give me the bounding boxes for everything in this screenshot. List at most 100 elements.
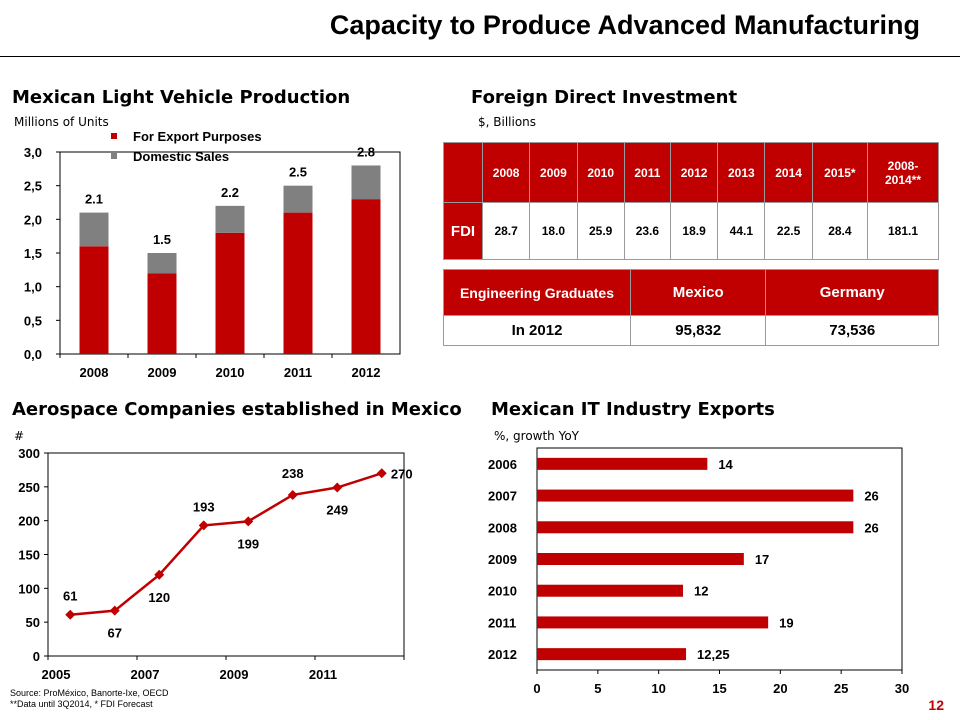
data-label: 238 — [282, 466, 304, 481]
page-title: Capacity to Produce Advanced Manufacturi… — [329, 10, 920, 40]
y-tick-label: 150 — [18, 548, 40, 563]
engineering-germany-value: 73,536 — [765, 315, 939, 346]
data-label: 270 — [391, 466, 413, 481]
data-point — [332, 482, 343, 493]
y-tick-label: 250 — [18, 480, 40, 495]
bar-domestic-sales — [351, 165, 381, 200]
y-tick-label: 1,5 — [24, 246, 42, 261]
y-tick-label: 0,0 — [24, 347, 42, 362]
fdi-value-cell: 23.6 — [623, 202, 671, 260]
bar — [537, 521, 854, 534]
fdi-header-cell: 2008 — [481, 142, 531, 203]
legend-label: Domestic Sales — [133, 149, 229, 164]
aerospace-chart-title: Aerospace Companies established in Mexic… — [12, 399, 462, 420]
bar-total-label: 2.8 — [357, 144, 375, 159]
series-line — [70, 472, 383, 616]
y-category-label: 2006 — [488, 457, 517, 472]
fdi-value-cell: 22.5 — [764, 202, 813, 260]
fdi-subtitle: $, Billions — [478, 115, 537, 129]
vehicle-chart-subtitle: Millions of Units — [14, 115, 109, 129]
fdi-value-cell: 25.9 — [576, 202, 625, 260]
bar-value-label: 17 — [755, 552, 769, 567]
it-exports-chart: 0 5 10 15 20 25 30 14 2006 26 2007 26 2008 17 2009 12 20… — [488, 447, 909, 696]
fdi-header-cell: 2014 — [764, 142, 813, 203]
bar — [537, 489, 854, 502]
bar-for-export-purposes — [351, 199, 381, 354]
vehicle-production-chart: 0,0 0,5 1,0 1,5 2,0 2,5 3,0 2.1 2008 1.5 2009 2.2 20… — [24, 130, 401, 380]
x-tick-label: 5 — [594, 681, 601, 696]
bar-domestic-sales — [79, 212, 109, 247]
bar-total-label: 2.2 — [221, 185, 239, 200]
legend-swatch — [111, 153, 117, 159]
fdi-header-cell: 2013 — [717, 142, 766, 203]
bar — [537, 648, 687, 661]
y-tick-label: 2,5 — [24, 179, 42, 194]
fdi-value-cell: 44.1 — [717, 202, 766, 260]
x-tick-label: 30 — [895, 681, 909, 696]
engineering-header-mexico: Mexico — [629, 269, 767, 316]
y-category-label: 2007 — [488, 489, 517, 504]
y-category-label: 2009 — [488, 552, 517, 567]
fdi-header-cell: 2008-2014** — [867, 142, 939, 203]
x-tick-label: 2007 — [131, 667, 160, 682]
fdi-corner-cell — [443, 142, 483, 203]
engineering-row-label: In 2012 — [443, 315, 631, 346]
source-line: Source: ProMéxico, Banorte-Ixe, OECD — [10, 688, 169, 698]
bar-domestic-sales — [215, 205, 245, 233]
x-tick-label: 2011 — [309, 667, 337, 682]
source-note: Source: ProMéxico, Banorte-Ixe, OECD **D… — [10, 688, 169, 710]
fdi-value-cell: 28.7 — [481, 202, 531, 260]
data-label: 67 — [108, 626, 122, 641]
legend-label: For Export Purposes — [133, 130, 262, 144]
fdi-header-cell: 2010 — [576, 142, 625, 203]
data-point — [287, 489, 298, 500]
data-point — [198, 520, 209, 531]
fdi-header-cell: 2012 — [669, 142, 719, 203]
data-point — [154, 569, 165, 580]
data-label: 120 — [148, 590, 170, 605]
bar-domestic-sales — [283, 185, 313, 213]
footnote-line: **Data until 3Q2014, * FDI Forecast — [10, 699, 153, 709]
engineering-header-germany: Germany — [765, 269, 939, 316]
y-category-label: 2012 — [488, 647, 517, 662]
bar — [537, 616, 769, 629]
bar-value-label: 14 — [718, 457, 733, 472]
bar-value-label: 12,25 — [697, 647, 730, 662]
engineering-mexico-value: 95,832 — [629, 315, 767, 346]
bar-total-label: 1.5 — [153, 232, 171, 247]
y-tick-label: 0 — [33, 649, 40, 664]
fdi-value-cell: 18.0 — [529, 202, 578, 260]
x-tick-label: 2012 — [352, 365, 381, 380]
data-label: 199 — [237, 536, 259, 551]
engineering-graduates-table: Engineering Graduates Mexico Germany In … — [443, 269, 939, 346]
bar — [537, 553, 744, 565]
bar-value-label: 26 — [864, 489, 878, 504]
x-tick-label: 15 — [712, 681, 726, 696]
y-tick-label: 1,0 — [24, 280, 42, 295]
bar-value-label: 26 — [864, 520, 878, 535]
bar-domestic-sales — [147, 253, 177, 274]
aerospace-chart-subtitle: # — [14, 429, 25, 443]
y-tick-label: 100 — [18, 581, 40, 596]
data-point — [376, 468, 387, 479]
data-point — [243, 516, 254, 527]
data-label: 61 — [63, 589, 77, 604]
bar-value-label: 19 — [779, 615, 793, 630]
engineering-header-label: Engineering Graduates — [443, 269, 631, 316]
page-number: 12 — [928, 697, 944, 713]
fdi-table: 2008 2009 2010 2011 2012 2013 2014 2015*… — [443, 142, 939, 260]
fdi-row-label: FDI — [443, 202, 483, 260]
fdi-value-cell: 18.9 — [669, 202, 719, 260]
x-tick-label: 20 — [773, 681, 787, 696]
y-tick-label: 200 — [18, 514, 40, 529]
bar-total-label: 2.1 — [85, 192, 103, 207]
data-label: 249 — [326, 503, 348, 518]
bar-for-export-purposes — [215, 232, 245, 354]
y-category-label: 2008 — [488, 520, 517, 535]
fdi-header-cell: 2015* — [811, 142, 869, 203]
fdi-header-cell: 2011 — [623, 142, 671, 203]
x-tick-label: 10 — [651, 681, 665, 696]
y-category-label: 2010 — [488, 584, 517, 599]
x-tick-label: 2008 — [80, 365, 109, 380]
data-label: 193 — [193, 499, 215, 514]
